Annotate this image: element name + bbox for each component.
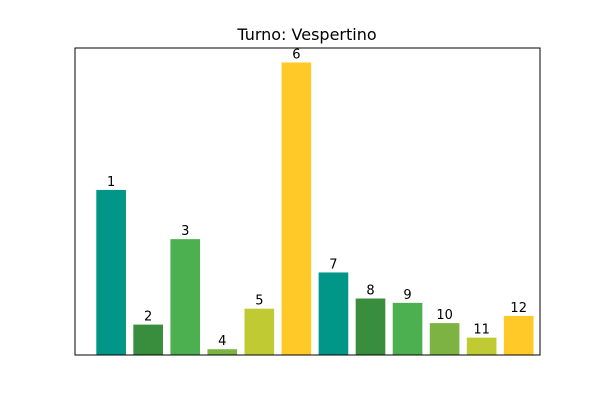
bar-label-12: 12 xyxy=(510,301,527,316)
bar-label-4: 4 xyxy=(218,334,226,349)
bar-label-2: 2 xyxy=(144,310,152,325)
bar-8 xyxy=(355,298,386,355)
bar-label-7: 7 xyxy=(329,257,337,272)
bar-7 xyxy=(318,272,349,355)
bar-label-5: 5 xyxy=(255,294,263,309)
bar-label-9: 9 xyxy=(403,288,411,303)
bar-label-11: 11 xyxy=(473,323,490,338)
bar-11 xyxy=(466,337,497,355)
bar-3 xyxy=(170,239,201,355)
bar-9 xyxy=(392,302,423,355)
bar-label-1: 1 xyxy=(107,175,115,190)
bars-group xyxy=(96,62,534,355)
chart-title: Turno: Vespertino xyxy=(236,25,376,44)
bar-1 xyxy=(96,189,126,355)
bar-label-10: 10 xyxy=(436,308,453,323)
bar-12 xyxy=(503,315,534,355)
bar-4 xyxy=(207,349,238,355)
bar-5 xyxy=(244,308,275,355)
plot-frame xyxy=(74,47,541,356)
bar-10 xyxy=(429,323,460,355)
bar-6 xyxy=(281,62,312,355)
bar-label-8: 8 xyxy=(366,284,374,299)
bar-label-3: 3 xyxy=(181,224,189,239)
bar-2 xyxy=(133,324,163,355)
bar-label-6: 6 xyxy=(292,47,300,62)
